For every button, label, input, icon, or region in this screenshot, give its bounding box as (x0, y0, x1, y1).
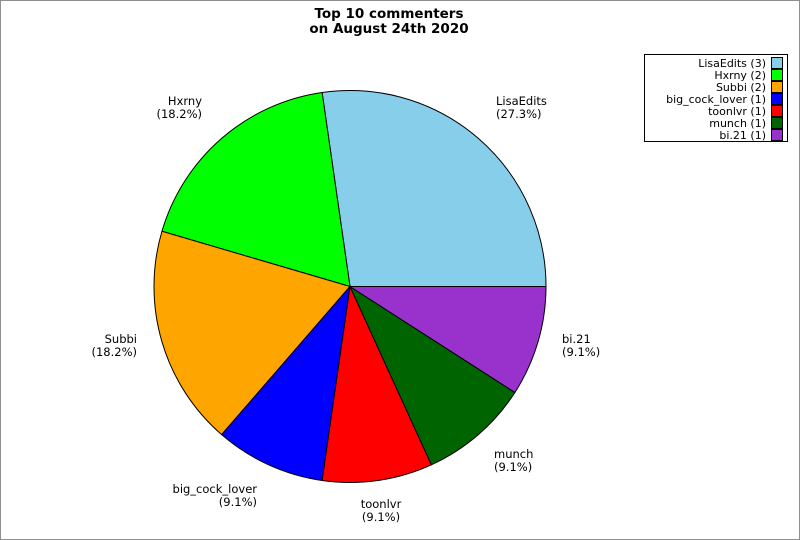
legend: LisaEdits (3) Hxrny (2) Subbi (2) big_cock_… (644, 54, 788, 142)
legend-color-swatch (771, 105, 783, 117)
slice-label-name: Hxrny (167, 94, 202, 108)
legend-item-label: toonlvr (1) (708, 104, 766, 118)
pie-slice-Hxrny (161, 91, 351, 288)
slice-label-name: Subbi (104, 332, 137, 346)
slice-label-percent: (18.2%) (156, 106, 202, 121)
slice-label-toonlvr: toonlvr (9.1%) (361, 498, 402, 523)
legend-color-swatch (771, 81, 783, 93)
slice-label-name: big_cock_lover (172, 482, 257, 496)
legend-item-Hxrny: Hxrny (2) (649, 69, 783, 81)
legend-color-swatch (771, 69, 783, 81)
legend-color-swatch (771, 129, 783, 141)
legend-item-toonlvr: toonlvr (1) (649, 105, 783, 117)
legend-item-label: Subbi (2) (715, 80, 766, 94)
pie-slice-LisaEdits (321, 90, 547, 287)
legend-item-label: Hxrny (2) (714, 68, 766, 82)
slice-label-lisaedits: LisaEdits (27.3%) (496, 95, 547, 120)
pie-slice-Subbi (153, 230, 351, 436)
pie-slice-big_cock_lover (220, 284, 351, 482)
legend-color-swatch (771, 57, 783, 69)
slice-label-big-cock-lover: big_cock_lover (9.1%) (173, 483, 257, 508)
slice-label-name: LisaEdits (496, 94, 547, 108)
legend-color-swatch (771, 117, 783, 129)
chart-title: Top 10 commenters on August 24th 2020 (1, 7, 777, 37)
legend-item-Subbi: Subbi (2) (649, 81, 783, 93)
slice-label-munch: munch (9.1%) (494, 448, 533, 473)
pie-slice-bi.21 (348, 286, 547, 394)
legend-item-munch: munch (1) (649, 117, 783, 129)
slice-label-name: bi.21 (562, 332, 591, 346)
pie-slice-munch (348, 285, 516, 466)
legend-color-swatch (771, 93, 783, 105)
legend-item-label: munch (1) (709, 116, 766, 130)
slice-label-percent: (27.3%) (496, 106, 542, 121)
slice-label-percent: (18.2%) (91, 344, 137, 359)
slice-label-name: munch (494, 447, 534, 461)
pie-slice-toonlvr (321, 284, 433, 483)
legend-item-bi.21: bi.21 (1) (649, 129, 783, 141)
slice-label-hxrny: Hxrny (18.2%) (156, 95, 202, 120)
legend-item-label: bi.21 (1) (719, 128, 766, 142)
slice-label-percent: (9.1%) (562, 344, 601, 359)
slice-label-bi21: bi.21 (9.1%) (562, 333, 600, 358)
slice-label-percent: (9.1%) (361, 509, 401, 524)
slice-label-subbi: Subbi (18.2%) (91, 333, 137, 358)
chart-title-line1: Top 10 commenters (314, 6, 464, 22)
chart-title-line2: on August 24th 2020 (309, 21, 469, 37)
legend-item-label: LisaEdits (3) (698, 56, 766, 70)
legend-item-label: big_cock_lover (1) (666, 92, 766, 106)
legend-item-big_cock_lover: big_cock_lover (1) (649, 93, 783, 105)
legend-item-LisaEdits: LisaEdits (3) (649, 57, 783, 69)
slice-label-name: toonlvr (360, 497, 402, 511)
slice-label-percent: (9.1%) (494, 459, 533, 474)
slice-label-percent: (9.1%) (218, 494, 257, 509)
